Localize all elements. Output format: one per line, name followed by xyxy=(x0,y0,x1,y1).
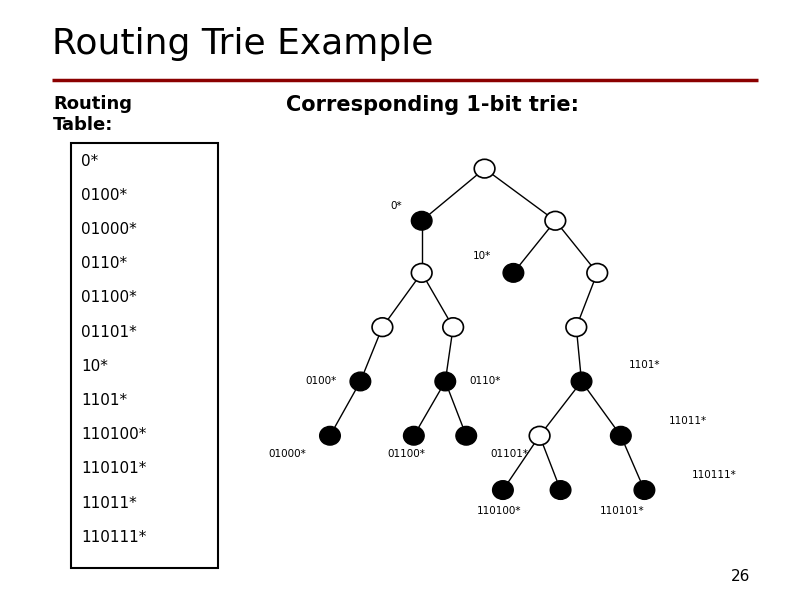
Text: 110101*: 110101* xyxy=(600,506,645,516)
Text: 110101*: 110101* xyxy=(81,462,146,477)
Text: 0*: 0* xyxy=(390,201,402,211)
Ellipse shape xyxy=(530,427,550,445)
Ellipse shape xyxy=(435,372,456,391)
Ellipse shape xyxy=(456,427,476,445)
Ellipse shape xyxy=(443,318,464,337)
Ellipse shape xyxy=(571,372,592,391)
Ellipse shape xyxy=(611,427,631,445)
Ellipse shape xyxy=(587,264,607,282)
Ellipse shape xyxy=(566,318,587,337)
Text: 01101*: 01101* xyxy=(81,325,137,340)
Text: 0110*: 0110* xyxy=(81,256,127,271)
Text: 0*: 0* xyxy=(81,154,98,168)
Text: 10*: 10* xyxy=(81,359,108,374)
Ellipse shape xyxy=(350,372,371,391)
Text: 0100*: 0100* xyxy=(81,188,127,203)
Text: 1101*: 1101* xyxy=(81,393,127,408)
Text: Routing
Table:: Routing Table: xyxy=(53,95,132,134)
Text: 11011*: 11011* xyxy=(81,496,137,511)
Ellipse shape xyxy=(503,264,524,282)
Text: Routing Trie Example: Routing Trie Example xyxy=(52,27,433,61)
Text: 10*: 10* xyxy=(473,251,491,261)
Text: 01000*: 01000* xyxy=(268,449,306,459)
Text: 110111*: 110111* xyxy=(692,470,737,480)
Ellipse shape xyxy=(372,318,393,337)
Text: 26: 26 xyxy=(731,569,750,584)
Text: 0110*: 0110* xyxy=(469,377,500,387)
Ellipse shape xyxy=(320,427,341,445)
Text: 01101*: 01101* xyxy=(490,449,528,459)
Text: 01100*: 01100* xyxy=(387,449,425,459)
Text: 11011*: 11011* xyxy=(669,416,707,426)
Text: 01000*: 01000* xyxy=(81,222,137,237)
Ellipse shape xyxy=(474,159,495,178)
Text: 110100*: 110100* xyxy=(81,427,146,442)
Text: 1101*: 1101* xyxy=(629,360,661,370)
Text: 0100*: 0100* xyxy=(306,377,337,387)
Ellipse shape xyxy=(550,481,571,499)
Ellipse shape xyxy=(403,427,424,445)
Ellipse shape xyxy=(492,481,513,499)
Ellipse shape xyxy=(634,481,655,499)
Bar xyxy=(71,143,218,568)
Text: 110100*: 110100* xyxy=(476,506,521,516)
Ellipse shape xyxy=(411,211,432,230)
Ellipse shape xyxy=(411,264,432,282)
Text: Corresponding 1-bit trie:: Corresponding 1-bit trie: xyxy=(286,95,579,115)
Text: 110111*: 110111* xyxy=(81,530,146,545)
Ellipse shape xyxy=(545,211,565,230)
Text: 01100*: 01100* xyxy=(81,290,137,305)
